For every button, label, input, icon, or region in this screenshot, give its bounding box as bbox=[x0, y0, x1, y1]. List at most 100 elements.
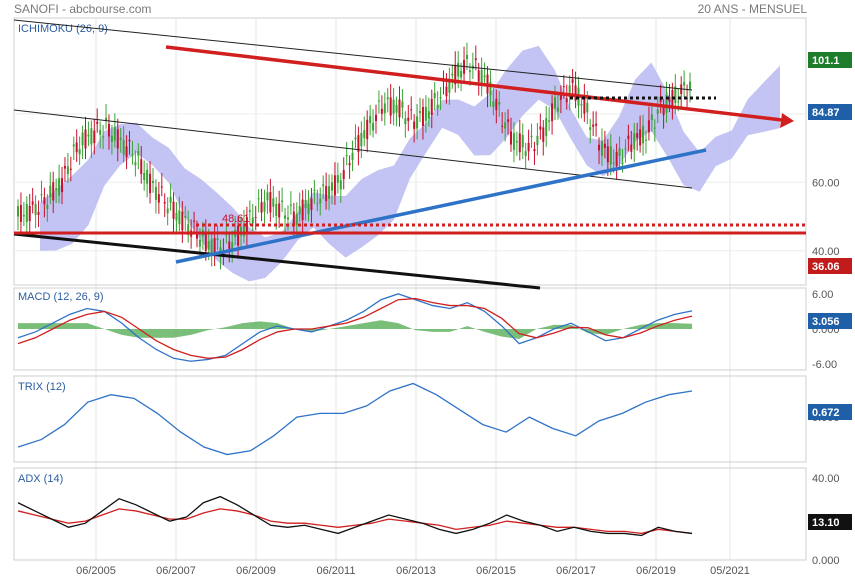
candle bbox=[325, 186, 328, 202]
adx-di-line bbox=[17, 508, 693, 535]
candle bbox=[556, 107, 559, 112]
candle bbox=[527, 142, 530, 152]
candle bbox=[146, 169, 149, 184]
candle bbox=[386, 97, 389, 100]
panel-frame bbox=[13, 17, 807, 286]
candle bbox=[149, 173, 152, 194]
candle bbox=[383, 103, 386, 114]
candle bbox=[228, 241, 231, 249]
candle bbox=[31, 201, 34, 205]
candle bbox=[298, 206, 301, 215]
candle bbox=[439, 97, 442, 99]
price-badge-bg bbox=[808, 104, 852, 120]
candle bbox=[175, 212, 178, 221]
channel-top-line bbox=[13, 19, 693, 91]
candle bbox=[592, 124, 595, 127]
candle bbox=[369, 115, 372, 123]
candle bbox=[125, 146, 128, 158]
candle bbox=[536, 135, 539, 146]
candle bbox=[392, 99, 395, 114]
candle bbox=[43, 197, 46, 205]
y-tick-label: 60.00 bbox=[812, 177, 840, 189]
candle bbox=[433, 92, 436, 99]
candle bbox=[477, 70, 480, 82]
support-annotation: 48.61 bbox=[222, 213, 250, 225]
candle bbox=[445, 86, 448, 97]
candle bbox=[413, 121, 416, 129]
ichimoku-title: ICHIMOKU (26, 9) bbox=[18, 23, 108, 35]
candle bbox=[674, 86, 677, 104]
macd-badge-bg bbox=[808, 313, 852, 329]
candle bbox=[521, 135, 524, 148]
candle bbox=[81, 132, 84, 146]
candle bbox=[436, 104, 439, 109]
candle bbox=[128, 139, 131, 142]
candle bbox=[292, 211, 295, 225]
candle bbox=[404, 118, 407, 125]
candle bbox=[398, 99, 401, 118]
candle bbox=[34, 204, 37, 215]
candle bbox=[63, 165, 66, 169]
candle bbox=[562, 86, 565, 88]
adx-title: ADX (14) bbox=[18, 473, 63, 485]
candle bbox=[424, 106, 427, 121]
candle bbox=[354, 137, 357, 140]
adx-line bbox=[17, 495, 693, 537]
macd-title: MACD (12, 26, 9) bbox=[18, 291, 104, 303]
candle bbox=[659, 96, 662, 103]
candle bbox=[451, 73, 454, 76]
candle bbox=[460, 70, 463, 78]
candle bbox=[52, 182, 55, 201]
x-tick-label: 06/2011 bbox=[317, 565, 356, 577]
candle bbox=[22, 214, 25, 217]
candle bbox=[647, 120, 650, 133]
candle bbox=[122, 139, 125, 155]
candle bbox=[184, 215, 187, 218]
candle bbox=[322, 184, 325, 186]
candle bbox=[178, 210, 181, 225]
candle bbox=[524, 151, 527, 156]
candle bbox=[116, 129, 119, 149]
candle bbox=[37, 211, 40, 216]
candle bbox=[633, 132, 636, 150]
candle bbox=[172, 201, 175, 219]
candle bbox=[248, 210, 251, 212]
candle bbox=[483, 75, 486, 78]
x-tick-label: 06/2019 bbox=[636, 565, 676, 577]
candle bbox=[586, 102, 589, 113]
candle bbox=[375, 114, 378, 121]
candle bbox=[272, 198, 275, 207]
candle bbox=[498, 101, 501, 105]
candle bbox=[542, 127, 545, 142]
candle bbox=[419, 111, 422, 113]
candle bbox=[304, 199, 307, 209]
trix-panel: TRIX (12)0.0000.672 bbox=[17, 381, 852, 456]
candle bbox=[213, 238, 216, 256]
candle bbox=[17, 206, 19, 217]
candle bbox=[639, 129, 642, 146]
candle bbox=[216, 238, 219, 241]
candle bbox=[533, 149, 536, 152]
candle bbox=[333, 175, 336, 196]
candle bbox=[301, 199, 304, 221]
candle bbox=[113, 127, 116, 141]
candle bbox=[589, 127, 592, 130]
candle bbox=[107, 123, 110, 137]
panel-frame bbox=[13, 375, 807, 463]
candle bbox=[160, 186, 163, 188]
trix-line bbox=[17, 382, 693, 456]
x-tick-label: 06/2007 bbox=[156, 565, 196, 577]
candle bbox=[512, 133, 515, 150]
candle bbox=[668, 96, 671, 102]
candle bbox=[689, 81, 691, 90]
price-badge: 101.1 bbox=[812, 55, 840, 67]
candle bbox=[313, 189, 316, 191]
candle bbox=[251, 217, 254, 224]
candle bbox=[507, 119, 510, 122]
candle bbox=[489, 81, 492, 96]
y-tick-label: 0.000 bbox=[812, 555, 840, 567]
candle bbox=[421, 107, 424, 126]
candle bbox=[574, 85, 577, 101]
y-tick-label: 40.00 bbox=[812, 246, 840, 258]
